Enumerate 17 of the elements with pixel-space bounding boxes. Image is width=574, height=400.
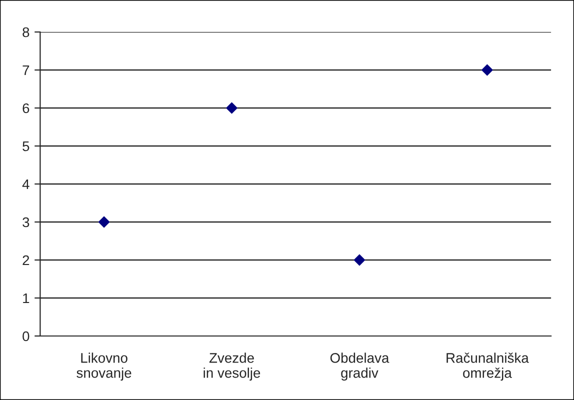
y-tick-label: 6 [22,103,30,114]
x-tick-label: Obdelava gradiv [330,352,390,381]
y-tick-label: 7 [22,65,30,76]
x-tick-label: Zvezde in vesolje [204,352,260,381]
y-tick-label: 4 [22,179,30,190]
y-tick-label: 8 [22,27,30,38]
y-tick-label: 3 [22,217,30,228]
point [98,216,110,228]
x-tick-label: Računalniška omrežja [446,352,529,381]
point [482,64,493,76]
y-tick-label: 0 [22,331,30,342]
point [226,102,238,114]
y-tick-label: 1 [23,293,30,304]
x-tick-label: Likovno snovanje [76,352,132,381]
y-tick-label: 2 [22,255,30,266]
y-tick-label: 5 [22,141,30,152]
point [354,254,366,266]
